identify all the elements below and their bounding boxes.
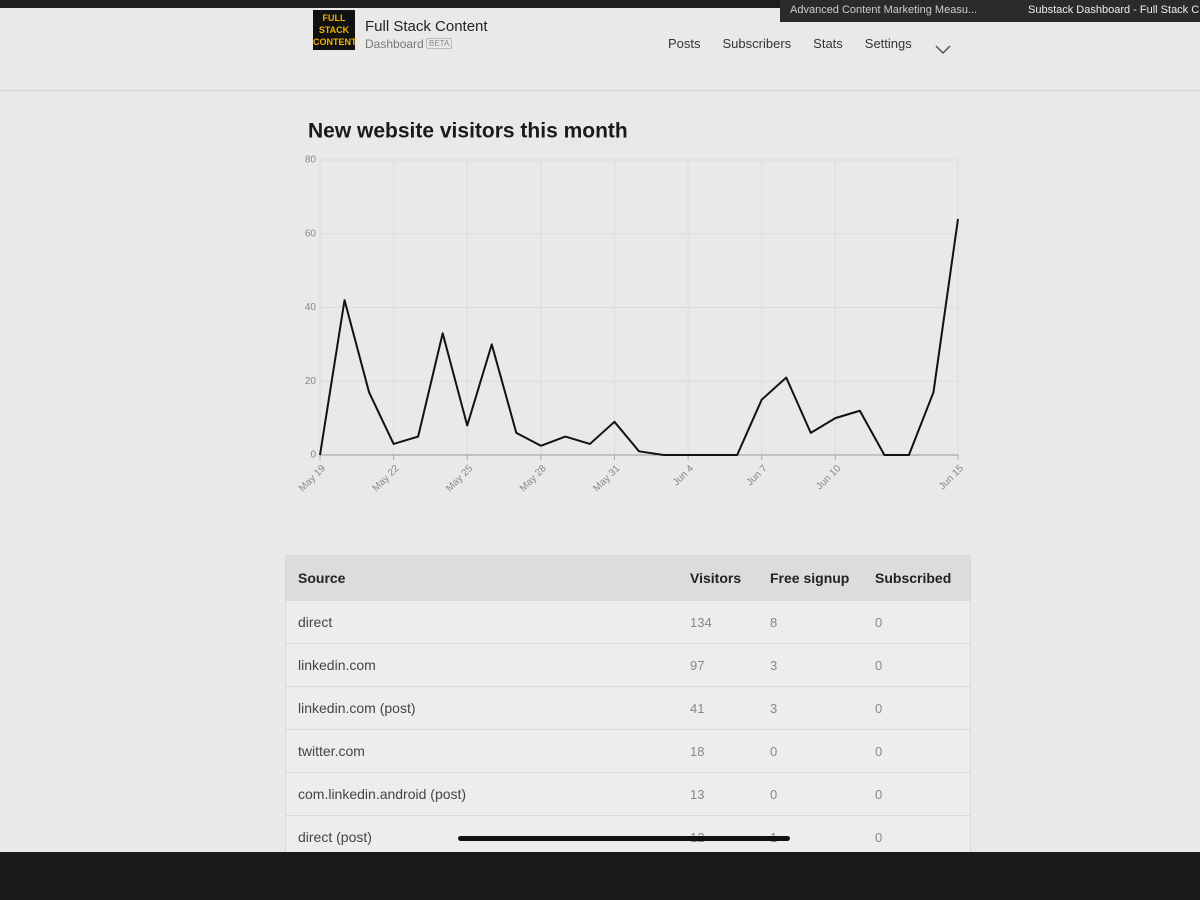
table-cell: 97	[690, 657, 705, 673]
x-tick-label: May 25	[444, 463, 475, 494]
table-row: direct 134 8 0	[286, 601, 970, 644]
badge: BETA	[426, 38, 453, 49]
subtitle: Dashboard	[365, 37, 424, 51]
x-tick-label: Jun 4	[671, 463, 696, 488]
logo-line: CONTENT	[313, 37, 357, 47]
table-cell: 0	[875, 614, 883, 630]
column-header: Source	[298, 570, 346, 586]
x-tick-label: May 31	[591, 463, 622, 494]
browser-tab[interactable]: Advanced Content Marketing Measu...	[780, 0, 1000, 22]
column-header: Visitors	[690, 570, 742, 586]
y-tick-label: 40	[305, 302, 317, 313]
table-cell: direct (post)	[298, 829, 372, 845]
table-cell: com.linkedin.android (post)	[298, 786, 467, 802]
x-tick-label: May 28	[518, 463, 549, 494]
table-cell: linkedin.com (post)	[298, 700, 416, 716]
nav-item[interactable]: Stats	[813, 36, 843, 51]
source-table: Source Visitors Free signup Subscribed direc…	[285, 555, 971, 860]
home-indicator	[458, 836, 790, 841]
y-tick-label: 20	[305, 376, 317, 387]
browser-bar	[0, 0, 1200, 8]
table-cell: 0	[770, 743, 778, 759]
table-cell: 3	[770, 657, 778, 673]
y-tick-label: 0	[310, 450, 316, 461]
nav-item[interactable]: Settings	[864, 36, 912, 51]
nav-item[interactable]: Posts	[668, 36, 701, 51]
table-cell: 18	[690, 743, 705, 759]
table-cell: 13	[690, 786, 705, 802]
table-header: Source Visitors Free signup Subscribed	[286, 556, 970, 601]
table-cell: 3	[770, 700, 778, 716]
bezel	[0, 852, 1200, 900]
divider	[0, 90, 1200, 91]
column-header: Subscribed	[875, 570, 952, 586]
logo[interactable]: FULL STACK CONTENT	[313, 10, 357, 50]
table-cell: linkedin.com	[298, 657, 376, 673]
publication-title: Full Stack Content	[365, 18, 488, 35]
table-cell: 0	[875, 743, 883, 759]
x-tick-label: May 22	[371, 463, 402, 494]
table-row: linkedin.com (post) 41 3 0	[286, 687, 970, 730]
x-tick-label: Jun 15	[937, 463, 966, 492]
table-row: com.linkedin.android (post) 13 0 0	[286, 773, 970, 816]
nav-item[interactable]: Subscribers	[722, 36, 792, 51]
table-cell: 0	[875, 657, 883, 673]
browser-tab[interactable]: Substack Dashboard - Full Stack C	[1000, 0, 1200, 22]
dropdown[interactable]	[935, 45, 951, 55]
table-cell: 0	[770, 786, 778, 802]
logo-line: FULL	[322, 13, 346, 23]
column-header: Free signup	[770, 570, 850, 586]
chart: New website visitors this month 0 20 40 60 8…	[297, 120, 966, 495]
table-row: linkedin.com 97 3 0	[286, 644, 970, 687]
table-cell: twitter.com	[298, 743, 365, 759]
y-tick-label: 60	[305, 228, 317, 239]
x-tick-label: Jun 10	[814, 463, 843, 492]
table-cell: direct	[298, 614, 333, 630]
table-row: twitter.com 18 0 0	[286, 730, 970, 773]
table-cell: 41	[690, 700, 705, 716]
nav: Posts Subscribers Stats Settings	[668, 36, 912, 51]
table-cell: 0	[875, 700, 883, 716]
table-cell: 134	[690, 614, 712, 630]
chart-title: New website visitors this month	[308, 120, 628, 143]
table-cell: 0	[875, 829, 883, 845]
y-tick-label: 80	[305, 155, 317, 166]
table-cell: 8	[770, 614, 778, 630]
table-cell: 0	[875, 786, 883, 802]
x-tick-label: May 19	[297, 463, 328, 494]
x-tick-label: Jun 7	[745, 463, 770, 488]
line	[319, 218, 959, 456]
logo-line: STACK	[318, 25, 350, 35]
